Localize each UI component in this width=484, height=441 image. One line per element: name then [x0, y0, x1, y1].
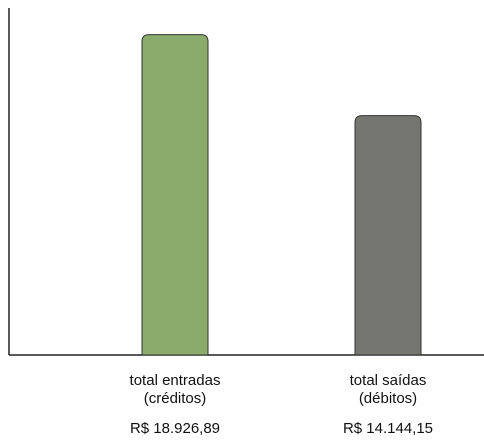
- category-label-line2: (créditos): [144, 390, 207, 407]
- data-label: R$ 14.144,15: [343, 420, 433, 437]
- category-label-line1: total entradas: [130, 372, 221, 389]
- data-label: R$ 18.926,89: [130, 420, 220, 437]
- bars-group: [141, 34, 422, 356]
- category-labels-group: total entradas(créditos) R$ 18.926,89 tota…: [130, 372, 433, 437]
- bar-total-saidas: [354, 115, 422, 356]
- bar-total-entradas: [141, 34, 209, 356]
- category-label-line1: total saídas: [350, 372, 427, 389]
- category-label-line2: (débitos): [359, 390, 417, 407]
